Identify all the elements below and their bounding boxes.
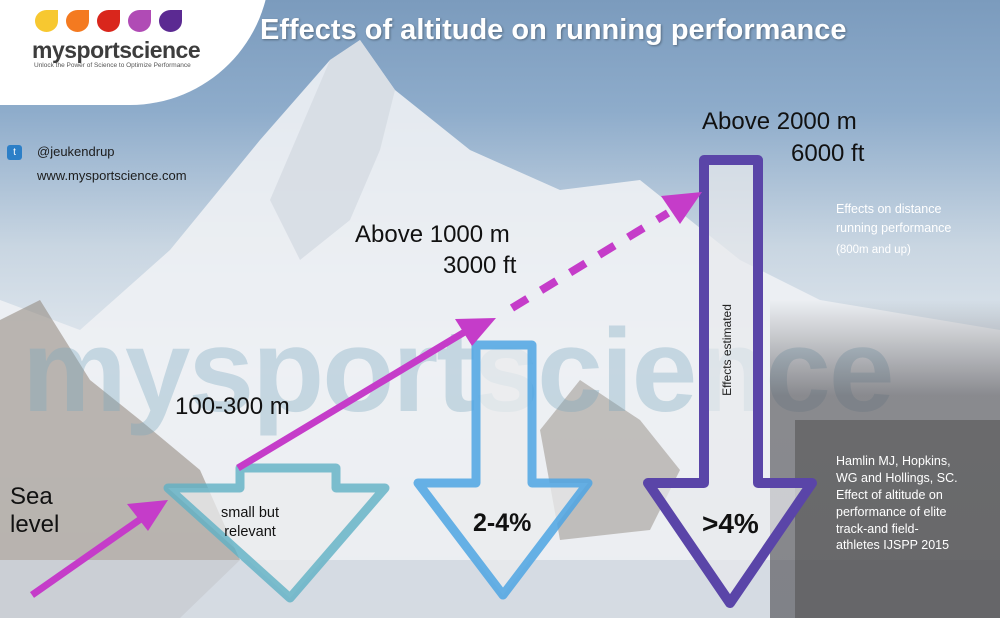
page-title: Effects of altitude on running performan…	[260, 14, 847, 46]
up-arrow-dashed	[509, 209, 671, 312]
reference-line: track-and field-	[836, 521, 919, 536]
mid-effect-value: 2-4%	[473, 509, 532, 537]
brand-name: mysportscience	[32, 37, 201, 63]
brand-tagline: Unlock the Power of Science to Optimize …	[34, 62, 191, 69]
drop-yellow-icon	[35, 10, 58, 32]
note-line3: (800m and up)	[836, 243, 911, 256]
up-arrow-sea	[29, 513, 148, 598]
reference-panel	[795, 420, 1000, 618]
low-effect-line2: relevant	[224, 523, 276, 540]
website-link[interactable]: www.mysportscience.com	[37, 168, 187, 183]
sea-level-label: Sea level	[10, 483, 59, 538]
twitter-handle[interactable]: @jeukendrup	[37, 144, 115, 159]
low-effect-line1: small but	[220, 505, 280, 521]
high-effect-arrow	[643, 155, 817, 608]
low-effect-arrow	[163, 463, 390, 603]
reference-line: Hamlin MJ, Hopkins,	[836, 454, 951, 468]
drop-violet-icon	[159, 10, 182, 32]
low-altitude-label: 100-300 m	[175, 393, 290, 420]
drop-orange-icon	[66, 10, 89, 32]
reference-line: Effect of altitude on	[836, 487, 943, 502]
reference-line: performance of elite	[836, 504, 947, 519]
mid-altitude-meters: Above 1000 m	[355, 221, 510, 248]
effects-estimated-note: Effects estimated	[720, 304, 734, 396]
sea-label-line1: Sea	[10, 483, 53, 510]
mid-altitude-feet: 3000 ft	[443, 252, 517, 279]
sea-label-line2: level	[10, 510, 60, 538]
high-altitude-feet: 6000 ft	[791, 140, 865, 167]
drop-purple-icon	[128, 10, 151, 32]
logo[interactable]: mysportscience Unlock the Power of Scien…	[0, 0, 201, 80]
effects-note: Effects on distance running performance …	[836, 200, 1000, 259]
reference-line: WG and Hollings, SC.	[836, 470, 958, 485]
up-arrow-low	[236, 326, 470, 472]
mid-effect-arrow	[413, 340, 593, 600]
drop-red-icon	[97, 10, 120, 32]
note-line1: Effects on distance	[836, 202, 942, 216]
twitter-icon[interactable]: t	[7, 145, 22, 160]
high-effect-value: >4%	[702, 508, 759, 539]
low-effect-label: small but relevant	[200, 504, 300, 542]
high-altitude-meters: Above 2000 m	[702, 108, 857, 135]
reference-citation: Hamlin MJ, Hopkins, WG and Hollings, SC.…	[836, 453, 1000, 554]
note-line2: running performance	[836, 220, 952, 235]
reference-line: athletes IJSPP 2015	[836, 538, 950, 553]
